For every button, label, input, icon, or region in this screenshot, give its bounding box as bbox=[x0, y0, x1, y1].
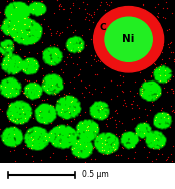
Text: Ni: Ni bbox=[122, 34, 135, 44]
Text: C: C bbox=[99, 23, 106, 32]
Text: 0.5 μm: 0.5 μm bbox=[82, 170, 109, 180]
Circle shape bbox=[105, 17, 152, 61]
Circle shape bbox=[94, 7, 164, 72]
